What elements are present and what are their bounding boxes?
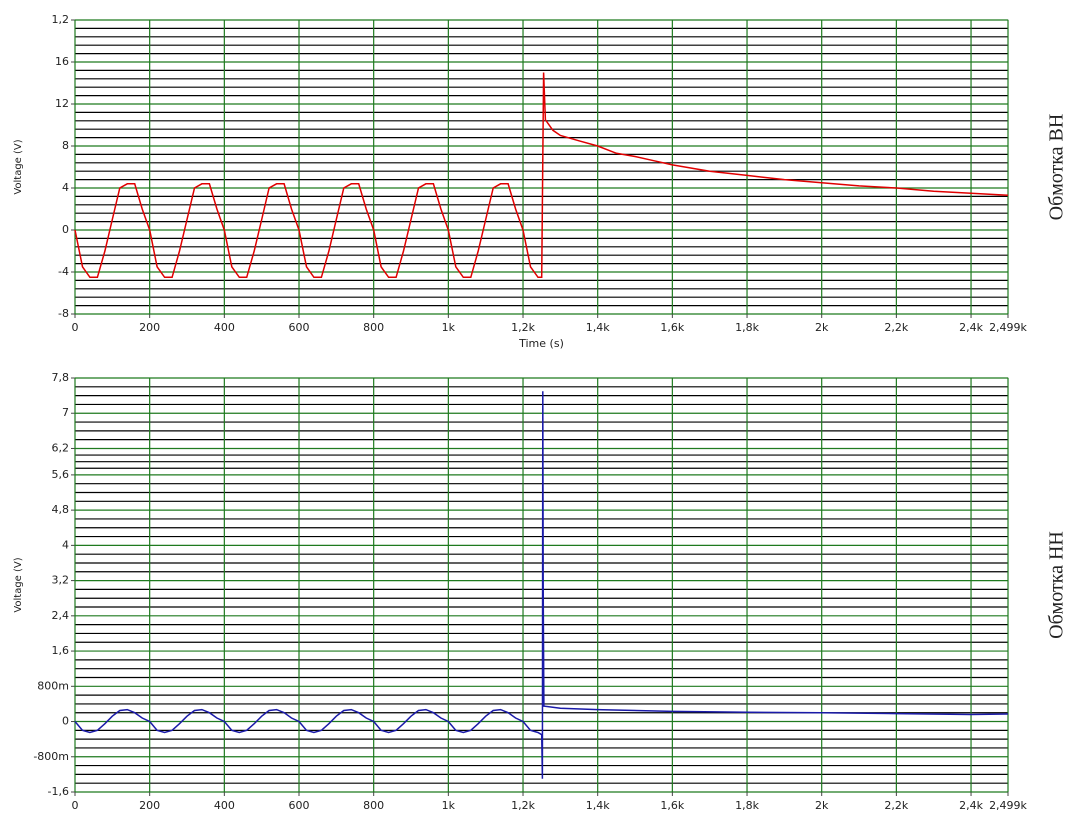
y-tick-label: 4 <box>62 181 69 194</box>
x-tick-label: 0 <box>72 799 79 812</box>
x-tick-label: 800 <box>363 799 384 812</box>
side-label: Обмотка НН <box>1046 531 1068 639</box>
y-tick-label: 2,4 <box>52 609 70 622</box>
y-tick-label: 7 <box>62 406 69 419</box>
x-tick-label: 1,4k <box>586 799 610 812</box>
y-tick-label: 0 <box>62 223 69 236</box>
x-tick-label: 1,2k <box>511 799 535 812</box>
x-tick-label: 0 <box>72 321 79 334</box>
y-tick-label: 1,2 <box>52 13 70 26</box>
series-line <box>74 391 1009 779</box>
x-tick-label: 2,2k <box>884 321 908 334</box>
x-tick-label: 600 <box>289 321 310 334</box>
y-axis-label: Voltage (V) <box>13 557 24 612</box>
x-tick-label: 2,2k <box>884 799 908 812</box>
y-tick-label: 4 <box>62 538 69 551</box>
y-tick-label: 3,2 <box>52 574 70 587</box>
x-tick-label: 1,8k <box>735 321 759 334</box>
x-tick-label: 1k <box>442 799 456 812</box>
plot-area <box>74 377 1009 793</box>
x-tick-label: 2,4k <box>959 799 983 812</box>
y-tick-label: -800m <box>33 750 69 763</box>
x-tick-label: 200 <box>139 799 160 812</box>
y-tick-label: 1,6 <box>52 644 70 657</box>
x-tick-label: 1,6k <box>660 799 684 812</box>
y-tick-label: -4 <box>58 265 69 278</box>
x-tick-label: 2,4k <box>959 321 983 334</box>
side-label: Обмотка ВН <box>1046 114 1068 221</box>
y-tick-label: 8 <box>62 139 69 152</box>
x-tick-label: 2k <box>815 799 829 812</box>
x-tick-label: 1k <box>442 321 456 334</box>
x-tick-label: 1,2k <box>511 321 535 334</box>
x-tick-label: 400 <box>214 321 235 334</box>
x-tick-label: 800 <box>363 321 384 334</box>
x-tick-label: 200 <box>139 321 160 334</box>
y-tick-label: 800m <box>37 679 69 692</box>
x-tick-label: 600 <box>289 799 310 812</box>
y-tick-label: 6,2 <box>52 441 70 454</box>
x-axis-label: Time (s) <box>518 337 564 350</box>
series-line <box>74 72 1009 279</box>
x-tick-label: 1,8k <box>735 799 759 812</box>
x-tick-label: 1,6k <box>660 321 684 334</box>
y-tick-label: -1,6 <box>48 785 69 798</box>
x-tick-label: 2,499k <box>989 799 1027 812</box>
y-tick-label: 4,8 <box>52 503 70 516</box>
x-tick-label: 1,4k <box>586 321 610 334</box>
x-tick-label: 2k <box>815 321 829 334</box>
y-tick-label: 0 <box>62 715 69 728</box>
x-tick-label: 400 <box>214 799 235 812</box>
y-axis-label: Voltage (V) <box>13 139 24 194</box>
y-tick-label: 5,6 <box>52 468 70 481</box>
y-tick-label: 16 <box>55 55 69 68</box>
y-tick-label: 12 <box>55 97 69 110</box>
y-tick-label: 7,8 <box>52 371 70 384</box>
x-tick-label: 2,499k <box>989 321 1027 334</box>
y-tick-label: -8 <box>58 307 69 320</box>
